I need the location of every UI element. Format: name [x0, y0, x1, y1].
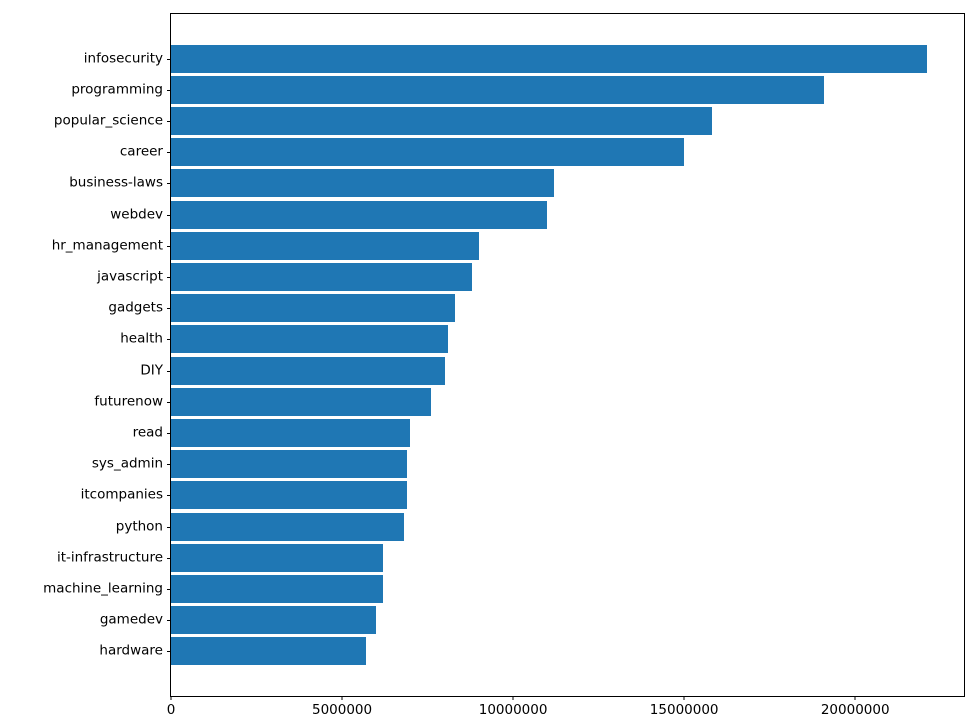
bar — [171, 575, 384, 603]
bar — [171, 231, 479, 260]
y-tick-label: it-infrastructure — [56, 549, 163, 566]
y-tick-mark — [167, 401, 171, 403]
bar — [171, 387, 431, 416]
bar — [171, 419, 411, 447]
x-tick-label: 20000000 — [820, 702, 890, 718]
y-tick-mark — [167, 277, 171, 278]
y-tick-label: sys_admin — [91, 455, 163, 472]
x-tick-label: 10000000 — [478, 702, 548, 718]
y-tick-label: hr_management — [51, 237, 163, 254]
y-tick-mark — [167, 464, 171, 466]
y-tick-mark — [167, 308, 171, 310]
y-tick-label: python — [115, 517, 163, 534]
y-tick-label: DIY — [140, 361, 163, 378]
y-tick-label: webdev — [110, 205, 163, 222]
y-tick-mark — [167, 589, 171, 590]
bar — [171, 107, 712, 135]
y-tick-label: futurenow — [94, 393, 163, 410]
y-tick-mark — [167, 152, 171, 154]
y-tick-mark — [167, 183, 171, 185]
bar — [171, 543, 384, 572]
y-tick-label: read — [132, 424, 163, 441]
bar — [171, 200, 548, 229]
y-tick-label: popular_science — [53, 112, 163, 129]
bar — [171, 138, 685, 167]
bar — [171, 75, 825, 104]
bar — [171, 356, 445, 385]
y-tick-label: health — [120, 330, 163, 347]
y-tick-label: machine_learning — [43, 580, 163, 597]
y-tick-label: javascript — [97, 268, 163, 285]
bar — [171, 263, 473, 291]
y-tick-label: programming — [71, 81, 163, 98]
y-tick-label: gadgets — [108, 299, 163, 316]
y-tick-mark — [167, 495, 171, 497]
x-tick-label: 5000000 — [311, 702, 373, 718]
y-tick-mark — [167, 526, 171, 528]
bar — [171, 169, 555, 198]
bar — [171, 606, 377, 635]
y-tick-label: business-laws — [69, 174, 163, 191]
y-tick-mark — [167, 620, 171, 622]
y-tick-mark — [167, 121, 171, 122]
bar — [171, 325, 449, 354]
bar — [171, 512, 404, 541]
y-tick-mark — [167, 89, 171, 91]
x-tick-mark — [341, 696, 343, 700]
y-tick-label: hardware — [99, 642, 163, 659]
y-tick-mark — [167, 370, 171, 372]
x-tick-label: 0 — [166, 702, 176, 718]
y-tick-mark — [167, 433, 171, 434]
x-tick-mark — [854, 696, 856, 700]
x-tick-mark — [170, 696, 172, 700]
y-tick-mark — [167, 214, 171, 216]
y-tick-mark — [167, 651, 171, 653]
bar — [171, 481, 408, 510]
bar — [171, 637, 366, 666]
bar — [171, 450, 408, 479]
y-tick-mark — [167, 557, 171, 559]
x-tick-label: 15000000 — [649, 702, 719, 718]
y-tick-label: gamedev — [99, 611, 163, 628]
y-tick-mark — [167, 58, 171, 60]
y-tick-label: itcompanies — [80, 486, 163, 503]
y-tick-label: career — [119, 143, 163, 160]
bar — [171, 294, 455, 323]
y-tick-mark — [167, 339, 171, 341]
y-tick-mark — [167, 245, 171, 247]
y-tick-label: infosecurity — [83, 49, 163, 66]
bar — [171, 44, 928, 73]
x-tick-mark — [683, 696, 685, 700]
x-tick-mark — [512, 696, 514, 700]
